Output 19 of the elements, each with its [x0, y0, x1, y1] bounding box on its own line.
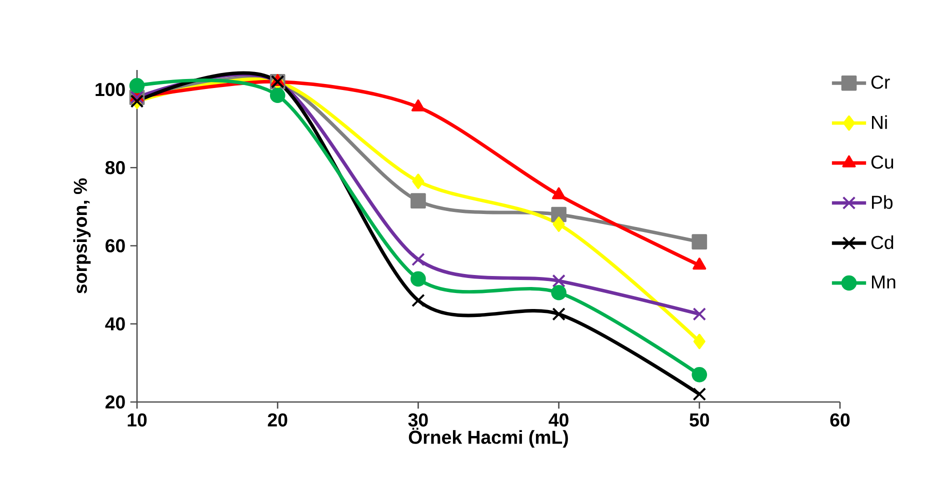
x-tick-label: 50	[690, 413, 710, 427]
legend-label: Cr	[871, 76, 890, 89]
x-tick-label: 10	[128, 413, 147, 427]
y-axis-title: sorpsiyon, %	[73, 178, 91, 294]
y-tick-label: 60	[106, 239, 125, 252]
legend-label: Pb	[872, 195, 893, 209]
x-axis-title: Örnek Hacmi (mL)	[408, 428, 568, 448]
x-tick-label: 30	[408, 413, 428, 427]
y-tick-label: 80	[105, 161, 125, 174]
y-tick-label: 40	[105, 317, 125, 330]
x-tick-label: 40	[548, 413, 568, 427]
legend-label: Mn	[872, 276, 896, 288]
legend-label: Cd	[871, 235, 894, 250]
legend-label: Ni	[872, 115, 887, 129]
legend-label: Cu	[871, 155, 894, 169]
x-tick-label: 20	[268, 413, 288, 427]
y-tick-label: 100	[96, 82, 125, 96]
x-tick-label: 60	[830, 413, 850, 427]
y-tick-label: 20	[106, 395, 125, 409]
